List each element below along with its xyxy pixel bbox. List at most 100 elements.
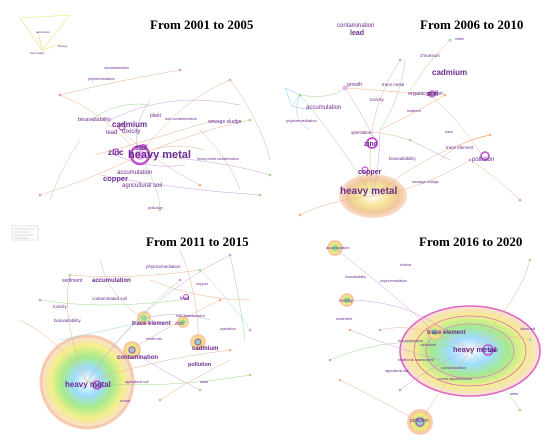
kw-p3-speciation: speciation: [220, 327, 236, 331]
kw-p4-health-risk-assessment: health risk assessment: [398, 358, 434, 362]
kw-p1-soil-contamination: soil contamination: [165, 116, 197, 121]
kw-p2-organic-matter: organic matter: [408, 91, 443, 97]
kw-p2-sediment: sediment: [407, 109, 421, 113]
panel-2006-2010: heavy metal cadmium soil zinc copper lea…: [285, 17, 523, 218]
minor-node: [159, 209, 162, 212]
kw-p3-zinc: zinc: [175, 321, 184, 327]
kw-p4-risk-assessment: risk assessment: [398, 339, 423, 343]
kw-p1-biology: biology: [58, 44, 68, 48]
minor-node: [59, 94, 62, 97]
kw-p2-contamination: contamination: [337, 23, 374, 29]
kw-p2-growth: growth: [347, 82, 362, 88]
kw-p4-water: water: [510, 392, 519, 396]
kw-p4-sediment: sediment: [336, 316, 353, 321]
panel-2001-2005: heavy metal cadmium zinc soil copper lea…: [20, 15, 270, 210]
kw-p4-contamination: contamination: [441, 365, 466, 370]
kw-p4-pollution: pollution: [410, 418, 429, 424]
kw-p3-pollution: pollution: [188, 362, 212, 368]
minor-node: [519, 199, 522, 202]
kw-p3-risk-assessment: risk assessment: [176, 313, 206, 318]
minor-node: [259, 194, 262, 197]
kw-p2-plant: plant: [445, 130, 453, 134]
minor-node: [529, 259, 532, 262]
minor-node: [179, 69, 182, 72]
kw-p2-accumulation: accumulation: [306, 105, 341, 111]
minor-node: [339, 379, 342, 382]
minor-node: [449, 39, 452, 42]
panel-title-2011-2015: From 2011 to 2015: [146, 234, 249, 249]
minor-node: [249, 329, 252, 332]
minor-node: [229, 79, 232, 82]
kw-p2-trace-metal: trace metal: [382, 82, 404, 87]
edges-p1: [40, 70, 270, 210]
minor-node: [179, 279, 182, 282]
kw-p1-agriculture: agriculture: [36, 30, 50, 34]
minor-node: [69, 274, 72, 277]
minor-node: [199, 269, 202, 272]
kw-p2-sewage-sludge: sewage sludge: [412, 179, 439, 184]
minor-node: [219, 299, 222, 302]
minor-node: [39, 299, 42, 302]
kw-p3-bioavailability: bioavailability: [54, 318, 82, 323]
kw-p2-copper: copper: [358, 169, 382, 176]
kw-p2-phytoremediation: phytoremediation: [286, 118, 317, 123]
kw-p2-heavy-metal: heavy metal: [340, 186, 397, 197]
minor-node: [39, 194, 42, 197]
kw-p2-nickel: nickel: [455, 37, 464, 41]
kw-p1-agricultural-soil: agricultural soil: [122, 183, 162, 189]
kw-p3-contaminated-soil: contaminated soil: [92, 296, 127, 301]
kw-p4-soil: soil: [489, 348, 498, 354]
kw-p1-lead: lead: [106, 130, 117, 136]
panel-title-2001-2005: From 2001 to 2005: [150, 17, 254, 32]
kw-p3-sediment: sediment: [62, 278, 83, 284]
kw-p2-trace-element: trace element: [446, 145, 474, 150]
minor-node: [249, 374, 252, 377]
minor-node: [199, 389, 202, 392]
panel-2011-2015: heavy metal soil contamination accumulat…: [20, 234, 250, 428]
kw-p3-toxicity: toxicity: [53, 304, 68, 309]
kw-p4-bioavailability: bioavailability: [345, 275, 366, 279]
kw-p3-lead: lead: [180, 296, 190, 302]
minor-node: [399, 59, 402, 62]
kw-p1-heavy-metal-contamination: heavy metal contamination: [197, 157, 239, 161]
minor-node: [229, 349, 232, 352]
kw-p3-accumulation: accumulation: [92, 278, 131, 284]
minor-node: [159, 399, 162, 402]
kw-p4-accumulation: accumulation: [326, 245, 350, 250]
kw-p3-water: water: [200, 380, 209, 384]
kw-p2-pollution: pollution: [472, 157, 494, 163]
minor-node: [199, 184, 202, 187]
minor-node: [469, 159, 472, 162]
kw-p1-food-safety: food safety: [30, 51, 45, 55]
minor-node: [349, 329, 352, 332]
minor-node: [299, 94, 302, 97]
kw-p3-source: source: [120, 399, 131, 403]
kw-p3-phytoremediation: phytoremediation: [146, 264, 181, 269]
kw-p3-soil: soil: [93, 384, 102, 390]
minor-node: [229, 254, 232, 257]
kw-p2-lead: lead: [350, 30, 364, 37]
kw-p3-trace-element: trace element: [132, 321, 171, 327]
kw-p1-toxicity: toxicity: [122, 129, 140, 135]
kw-p1-soil: soil: [135, 145, 147, 152]
kw-p1-contamination: contamination: [104, 65, 129, 70]
minor-node: [529, 339, 532, 342]
mini-legend-block: [12, 226, 38, 240]
kw-p4-toxicity: toxicity: [339, 298, 354, 303]
kw-p1-bioavailability: bioavailability: [78, 117, 111, 123]
minor-node: [444, 94, 447, 97]
kw-p1-sewage-sludge: sewage sludge: [208, 119, 242, 125]
kw-p2-bioavailability: bioavailability: [389, 156, 417, 161]
kw-p1-accumulation: accumulation: [117, 170, 152, 176]
kw-p3-agricultural-soil: agricultural soil: [125, 380, 149, 384]
kw-p4-trace-element: trace element: [427, 330, 466, 336]
minor-node: [399, 389, 402, 392]
minor-node: [329, 359, 332, 362]
minor-node: [379, 329, 382, 332]
kw-p2-speciation: speciation: [351, 130, 372, 135]
kw-p4-phytoremediation: phytoremediation: [380, 279, 407, 283]
kw-p2-cadmium: cadmium: [432, 68, 467, 77]
kw-p4-urban-soil: urban soil: [520, 327, 535, 331]
minor-node: [409, 139, 412, 142]
